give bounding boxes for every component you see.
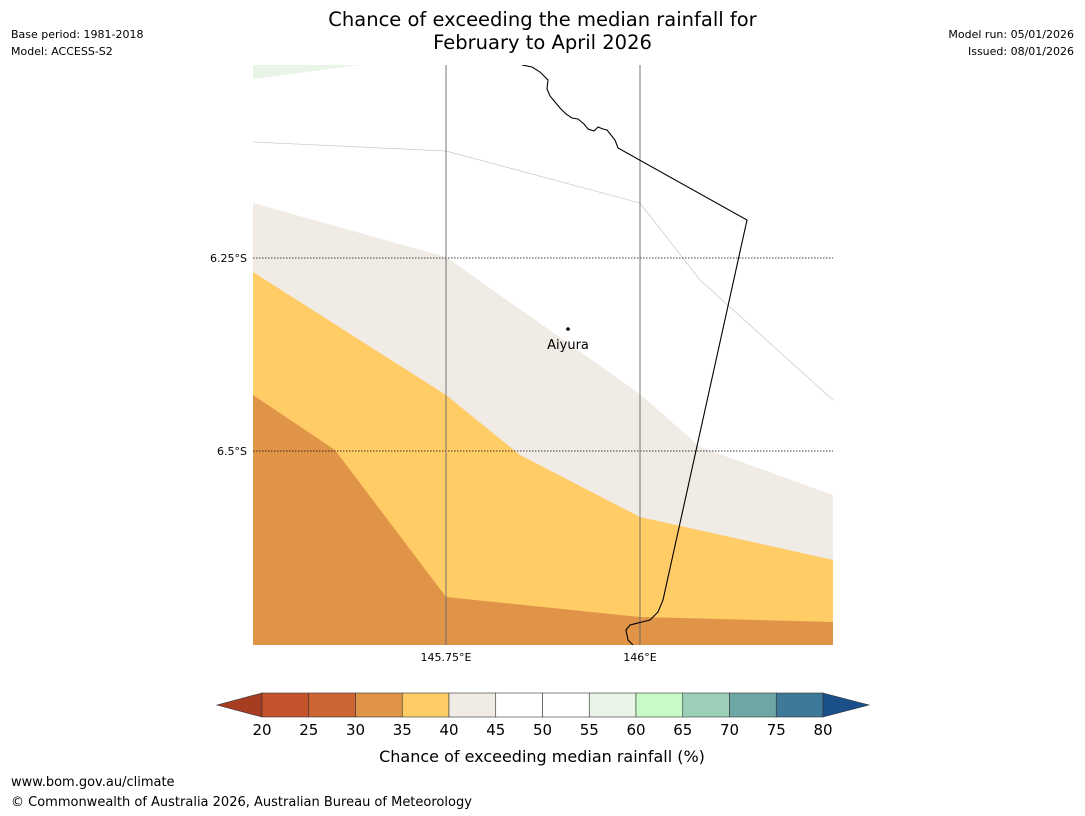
colorbar-tick-label: 70 [720, 721, 739, 739]
colorbar-tick-label: 30 [346, 721, 365, 739]
colorbar-label: Chance of exceeding median rainfall (%) [379, 747, 705, 766]
colorbar-swatch [729, 692, 777, 718]
colorbar-swatch [635, 692, 684, 718]
colorbar-arrow-low [215, 692, 263, 718]
colorbar-tick-label: 55 [580, 721, 599, 739]
aiyura-location-dot [566, 327, 570, 331]
issued-date: Issued: 08/01/2026 [967, 45, 1074, 58]
longitude-gridlines [445, 65, 641, 645]
title-line-2: February to April 2026 [433, 31, 652, 54]
colorbar-tick-label: 50 [533, 721, 552, 739]
colorbar-tick-label: 75 [767, 721, 786, 739]
colorbar-swatch [495, 692, 543, 718]
colorbar-swatches [215, 692, 871, 718]
meta-right: Model run: 05/01/2026 Issued: 08/01/2026 [948, 26, 1074, 60]
lat-label-6-25s: 6.25°S [210, 252, 247, 265]
colorbar-swatch [588, 692, 637, 718]
colorbar-swatch [308, 692, 356, 718]
footer-url: www.bom.gov.au/climate [11, 775, 175, 790]
lon-label-146e: 146°E [623, 651, 656, 664]
base-period: Base period: 1981-2018 [11, 28, 144, 41]
place-label-aiyura: Aiyura [547, 338, 589, 353]
footer-copyright: © Commonwealth of Australia 2026, Austra… [11, 795, 472, 810]
colorbar-swatch [261, 692, 310, 718]
colorbar-swatch [401, 692, 450, 718]
colorbar-swatch [542, 692, 590, 718]
model-name: Model: ACCESS-S2 [11, 45, 113, 58]
meta-left: Base period: 1981-2018 Model: ACCESS-S2 [11, 26, 143, 60]
colorbar-tick-label: 65 [673, 721, 692, 739]
colorbar-tick-label: 35 [393, 721, 412, 739]
colorbar-arrow-high [822, 692, 871, 718]
colorbar-swatch [355, 692, 403, 718]
map-area [253, 65, 833, 645]
colorbar-tick-label: 25 [299, 721, 318, 739]
model-run: Model run: 05/01/2026 [948, 28, 1074, 41]
lon-label-145-75e: 145.75°E [421, 651, 472, 664]
coastline-border [521, 65, 748, 645]
title-line-1: Chance of exceeding the median rainfall … [328, 8, 757, 31]
map-title: Chance of exceeding the median rainfall … [290, 8, 795, 54]
latitude-gridlines [253, 257, 833, 452]
colorbar-tick-label: 20 [252, 721, 271, 739]
colorbar-swatch [448, 692, 497, 718]
colorbar-tick-label: 80 [813, 721, 832, 739]
forecast-map: Aiyura 6.25°S 6.5°S 145.75°E 146°E [210, 65, 833, 664]
band-30-35 [253, 395, 833, 645]
colorbar-tick-label: 40 [439, 721, 458, 739]
band-55-60 [253, 65, 360, 79]
lat-label-6-5s: 6.5°S [217, 445, 247, 458]
colorbar-tick-label: 60 [626, 721, 645, 739]
colorbar-ticks: 20 25 30 35 40 45 50 55 60 65 70 75 80 [252, 721, 832, 739]
colorbar-tick-label: 45 [486, 721, 505, 739]
colorbar-swatch [682, 692, 730, 718]
colorbar-swatch [775, 692, 824, 718]
